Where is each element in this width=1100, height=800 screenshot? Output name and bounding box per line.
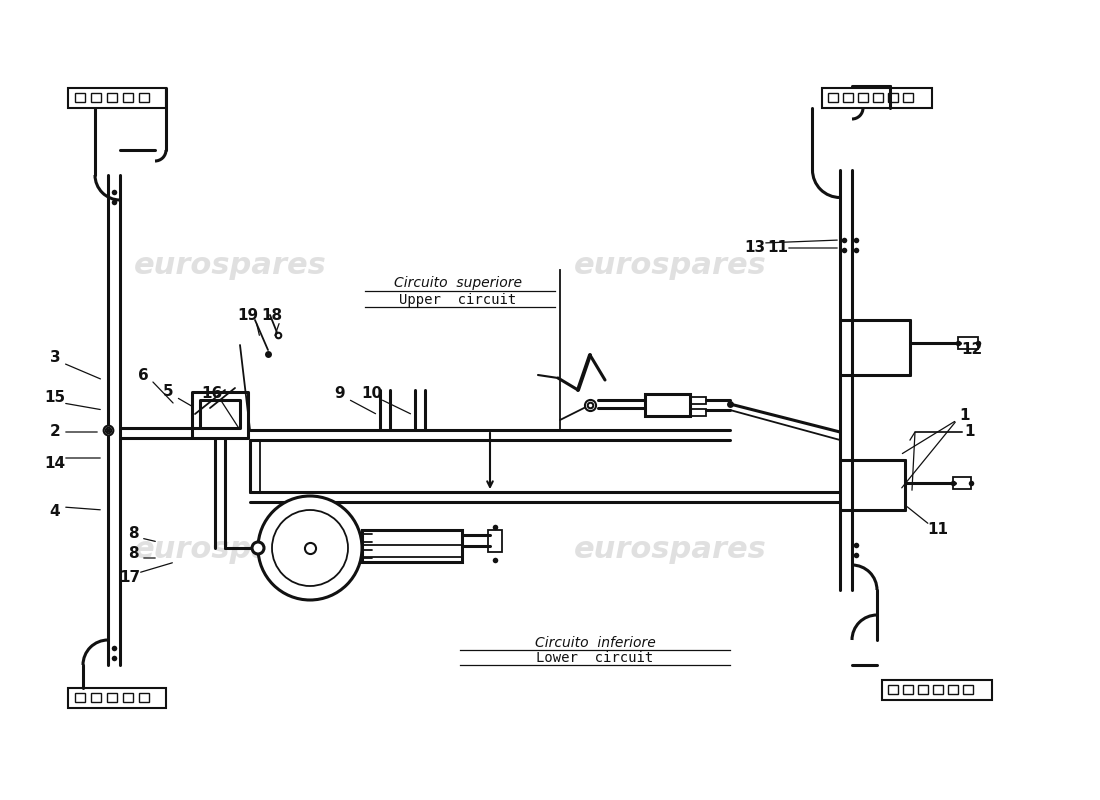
Bar [645, 394, 690, 416]
Text: 15: 15 [44, 390, 66, 406]
Bar [953, 477, 971, 489]
Text: 6: 6 [138, 367, 148, 382]
Text: eurospares: eurospares [573, 535, 767, 565]
Text: 1: 1 [965, 425, 976, 439]
Bar [362, 545, 462, 557]
Bar [828, 93, 838, 102]
Text: 4: 4 [50, 505, 60, 519]
Bar [123, 693, 133, 702]
Text: eurospares: eurospares [573, 250, 767, 279]
Bar [933, 685, 943, 694]
Text: 10: 10 [362, 386, 383, 402]
Text: Circuito  inferiore: Circuito inferiore [535, 636, 656, 650]
Text: Lower  circuit: Lower circuit [537, 651, 653, 665]
Text: 11: 11 [768, 241, 789, 255]
Text: 9: 9 [334, 386, 345, 402]
Bar [918, 685, 928, 694]
Bar [91, 693, 101, 702]
Bar [68, 88, 166, 108]
Text: 5: 5 [163, 385, 174, 399]
Bar [690, 397, 706, 404]
Circle shape [258, 496, 362, 600]
Text: 11: 11 [927, 522, 948, 538]
Circle shape [252, 542, 264, 554]
Bar [858, 93, 868, 102]
Bar [843, 93, 852, 102]
Text: eurospares: eurospares [133, 250, 327, 279]
Bar [822, 88, 932, 108]
Text: 18: 18 [262, 309, 283, 323]
Bar [888, 685, 898, 694]
Text: eurospares: eurospares [133, 535, 327, 565]
Text: 19: 19 [238, 309, 258, 323]
Text: 1: 1 [959, 407, 970, 422]
Bar [873, 93, 883, 102]
Bar [68, 688, 166, 708]
Text: 16: 16 [201, 386, 222, 402]
Bar [903, 685, 913, 694]
Bar [958, 337, 978, 349]
Text: 13: 13 [745, 241, 766, 255]
Bar [123, 93, 133, 102]
Text: 8: 8 [128, 526, 139, 541]
Bar [107, 693, 117, 702]
Bar [948, 685, 958, 694]
Bar [75, 93, 85, 102]
Text: Upper  circuit: Upper circuit [399, 293, 517, 307]
Bar [903, 93, 913, 102]
Bar [139, 93, 148, 102]
Text: 8: 8 [128, 546, 139, 561]
Bar [91, 93, 101, 102]
Bar [362, 530, 462, 562]
Bar [888, 93, 898, 102]
Text: 14: 14 [44, 455, 66, 470]
Text: 2: 2 [50, 425, 60, 439]
Text: 3: 3 [50, 350, 60, 366]
Text: 12: 12 [961, 342, 982, 358]
Bar [107, 93, 117, 102]
Bar [488, 530, 502, 552]
Bar [882, 680, 992, 700]
Text: Circuito  superiore: Circuito superiore [394, 276, 522, 290]
Bar [75, 693, 85, 702]
Circle shape [272, 510, 348, 586]
Bar [139, 693, 148, 702]
Bar [690, 409, 706, 416]
Bar [962, 685, 974, 694]
Text: 17: 17 [120, 570, 141, 586]
